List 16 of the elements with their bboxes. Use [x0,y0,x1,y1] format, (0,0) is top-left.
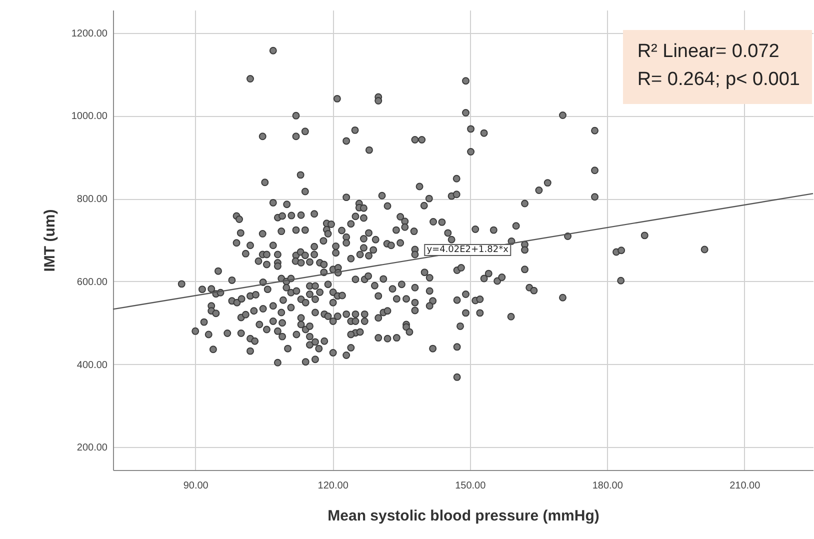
x-tick-label: 180.00 [592,480,624,492]
x-tick-label: 210.00 [730,480,761,492]
x-tick-label: 150.00 [455,480,486,492]
y-tick-label: 1000.00 [71,111,108,122]
x-tick-label: 120.00 [318,480,349,492]
annotation: R² Linear= 0.072 [637,40,780,64]
y-tick-label: 600.00 [76,276,108,288]
x-axis-title: Mean systolic blood pressure (mmHg) [328,508,600,524]
y-tick-label: 1200.00 [71,28,108,40]
y-axis-title: IMT (um) [41,209,58,272]
y-tick-label: 200.00 [76,442,108,454]
annotation: y=4.02E2+1.82*x [424,244,512,256]
y-tick-label: 400.00 [76,360,108,371]
annotation: R= 0.264; p< 0.001 [637,68,800,92]
x-tick-label: 90.00 [183,480,209,492]
y-tick-label: 800.00 [76,194,108,206]
